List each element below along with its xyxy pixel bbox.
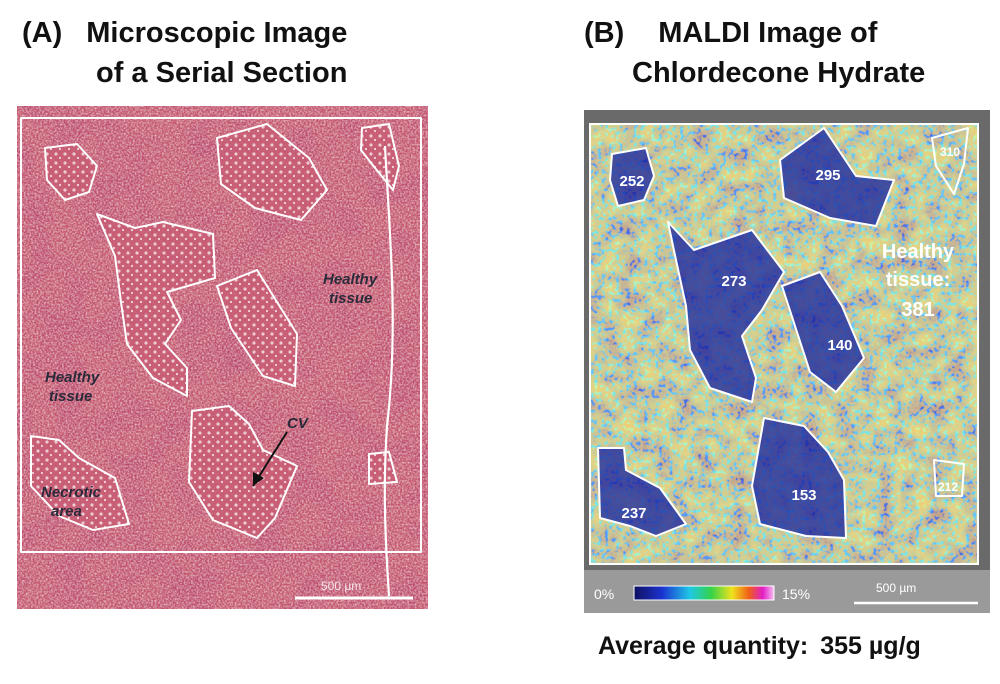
region-value: 237 <box>621 505 646 522</box>
svg-text:500 µm: 500 µm <box>876 581 916 595</box>
panel-a-title-line1: Microscopic Image <box>86 17 348 49</box>
label-healthy-right-1: Healthy <box>323 271 378 288</box>
panel-a-tag: (A) <box>22 17 63 49</box>
microscopic-image: Healthy tissue Healthy tissue CV Necroti… <box>17 106 428 609</box>
panel-b-title-line1: MALDI Image of <box>658 17 878 49</box>
healthy-label-1: Healthy <box>882 241 955 263</box>
region-value: 153 <box>791 487 816 504</box>
label-healthy-right-2: tissue <box>329 290 372 307</box>
label-necrotic-2: area <box>51 503 82 520</box>
svg-text:500 µm: 500 µm <box>321 579 361 593</box>
scalebar-b: 500 µm <box>854 581 978 605</box>
region-value: 140 <box>827 337 852 354</box>
annotation-outlines <box>20 117 422 597</box>
maldi-image: 252 295 310 273 140 237 153 212 Healthy … <box>584 110 990 613</box>
average-value: 355 µg/g <box>820 632 921 660</box>
scalebar-a: 500 µm <box>295 579 413 600</box>
colorbar: 0% 15% <box>594 585 810 602</box>
region-value: 273 <box>721 273 746 290</box>
panel-b-tag: (B) <box>584 17 625 49</box>
low-uptake-regions <box>598 128 894 538</box>
label-healthy-left-1: Healthy <box>45 369 100 386</box>
region-value-labels: 252 295 310 273 140 237 153 212 <box>619 145 960 522</box>
region-value: 252 <box>619 173 644 190</box>
colorbar-min: 0% <box>594 586 614 602</box>
region-value: 310 <box>940 145 960 159</box>
panel-a-title-line2: of a Serial Section <box>96 57 348 89</box>
tissue-regions <box>31 124 399 538</box>
label-healthy-left-2: tissue <box>49 388 92 405</box>
label-necrotic-1: Necrotic <box>41 484 102 501</box>
average-quantity: Average quantity: 355 µg/g <box>598 632 921 661</box>
colorbar-max: 15% <box>782 586 810 602</box>
average-label: Average quantity: <box>598 632 809 660</box>
region-value: 295 <box>815 167 840 184</box>
region-outlines <box>597 127 969 539</box>
label-cv: CV <box>287 415 310 432</box>
panel-b-title-line2: Chlordecone Hydrate <box>632 57 926 89</box>
region-value: 212 <box>938 480 958 494</box>
cv-arrow <box>252 431 288 487</box>
healthy-label-2: tissue: <box>886 269 950 291</box>
healthy-value: 381 <box>901 299 934 321</box>
